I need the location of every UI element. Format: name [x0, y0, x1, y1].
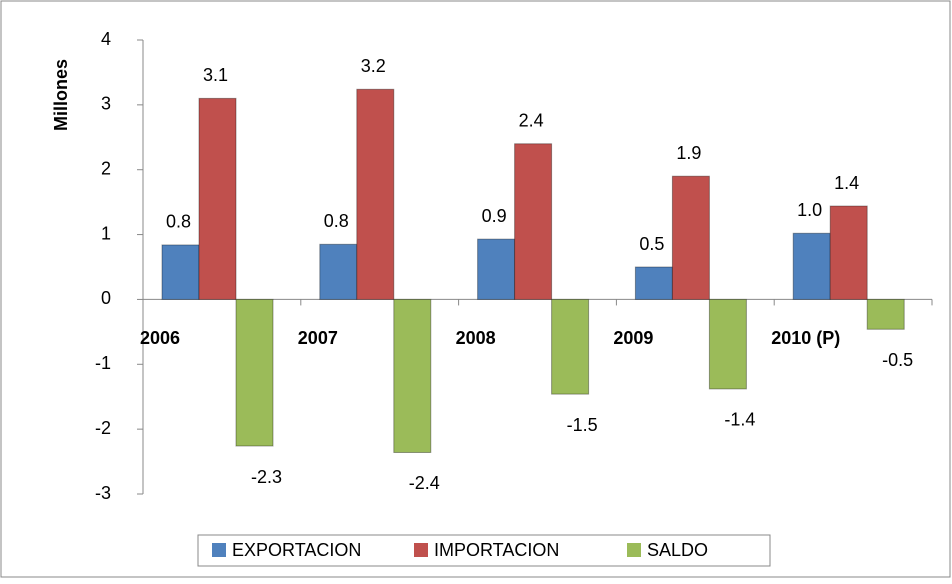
- value-label: 0.5: [639, 234, 664, 254]
- value-label: 0.8: [324, 211, 349, 231]
- bar: [634, 266, 673, 300]
- legend-swatch: [212, 543, 226, 557]
- value-label: -1.4: [724, 410, 755, 430]
- y-tick-label: -3: [95, 483, 111, 503]
- value-label: 3.1: [203, 65, 228, 85]
- y-axis-label: Millones: [51, 59, 71, 131]
- y-tick-label: 3: [101, 94, 111, 114]
- bar: [319, 243, 358, 300]
- y-tick-label: 1: [101, 223, 111, 243]
- bar: [514, 143, 553, 300]
- x-tick-label: 2009: [613, 328, 653, 348]
- legend-label: SALDO: [647, 540, 708, 560]
- value-label: 2.4: [519, 111, 544, 131]
- bar: [792, 232, 831, 300]
- bar: [708, 298, 747, 390]
- y-tick-label: 4: [101, 29, 111, 49]
- x-tick-label: 2010 (P): [771, 328, 840, 348]
- bar: [393, 298, 432, 453]
- value-label: -2.3: [251, 467, 282, 487]
- bar: [477, 238, 516, 300]
- y-tick-label: -1: [95, 353, 111, 373]
- value-label: -0.5: [882, 350, 913, 370]
- value-label: 1.4: [834, 173, 859, 193]
- bar: [198, 97, 237, 300]
- legend-swatch: [627, 543, 641, 557]
- value-label: 0.8: [166, 212, 191, 232]
- bar: [356, 88, 395, 300]
- bar: [671, 175, 710, 300]
- bar: [829, 205, 868, 300]
- y-tick-label: 0: [101, 288, 111, 308]
- bar: [161, 244, 200, 300]
- value-label: 1.9: [676, 143, 701, 163]
- legend-label: IMPORTACION: [434, 540, 559, 560]
- value-label: 3.2: [361, 56, 386, 76]
- value-label: 1.0: [797, 200, 822, 220]
- value-label: -2.4: [409, 473, 440, 493]
- y-tick-label: -2: [95, 418, 111, 438]
- legend-swatch: [414, 543, 428, 557]
- bar: [551, 298, 590, 395]
- value-label: 0.9: [482, 206, 507, 226]
- legend-box: [197, 534, 771, 567]
- y-tick-label: 2: [101, 158, 111, 178]
- legend-label: EXPORTACION: [232, 540, 361, 560]
- x-tick-label: 2008: [456, 328, 496, 348]
- bar: [235, 298, 274, 447]
- x-tick-label: 2007: [298, 328, 338, 348]
- x-tick-label: 2006: [140, 328, 180, 348]
- bar: [866, 298, 905, 330]
- value-label: -1.5: [567, 415, 598, 435]
